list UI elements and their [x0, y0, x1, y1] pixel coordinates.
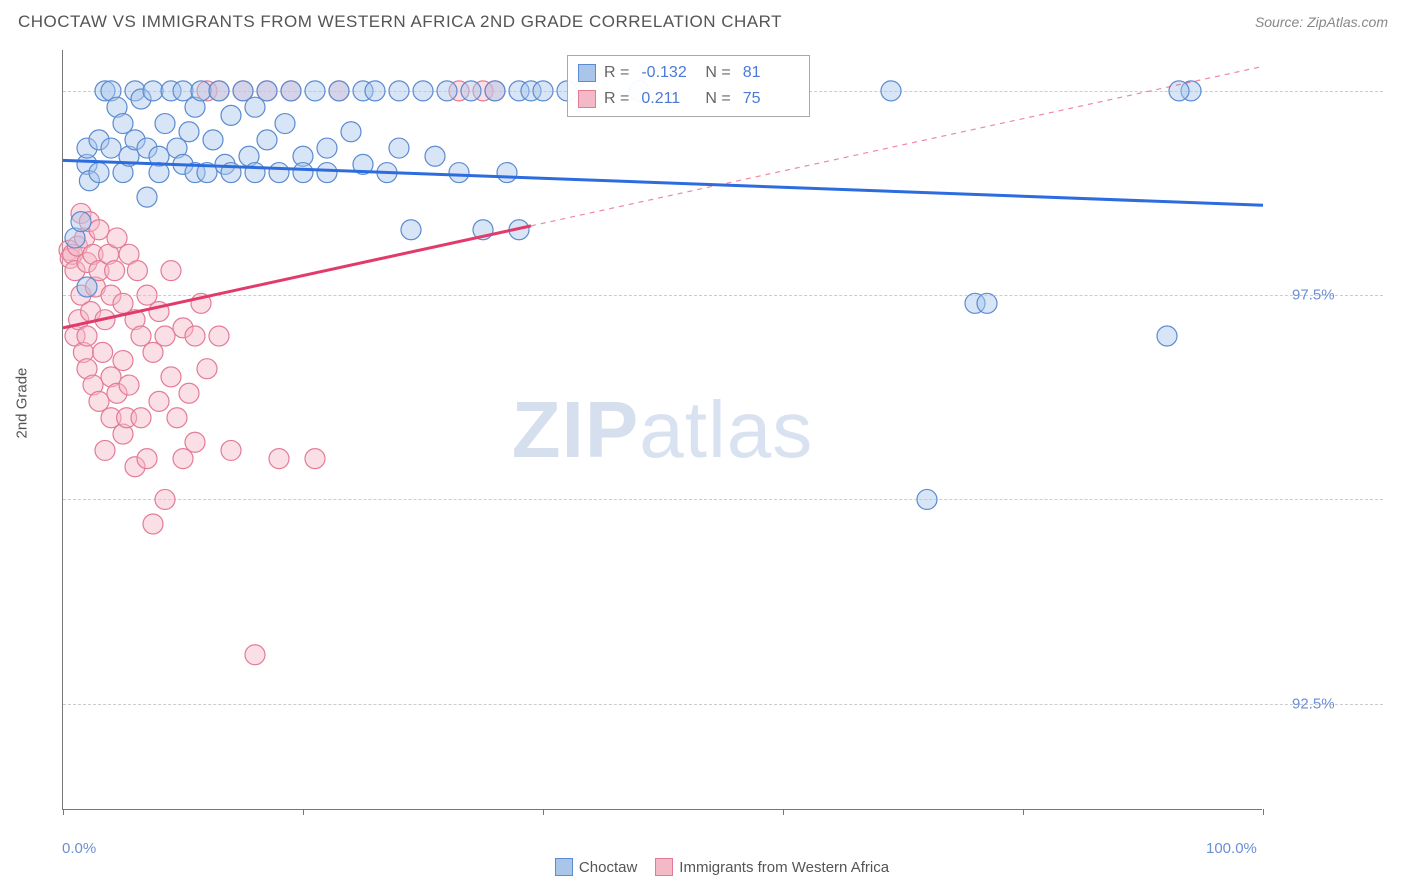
- data-point-b: [209, 326, 229, 346]
- data-point-a: [449, 163, 469, 183]
- x-tick-label: 0.0%: [62, 840, 96, 857]
- data-point-a: [221, 105, 241, 125]
- data-point-b: [155, 489, 175, 509]
- data-point-a: [155, 114, 175, 134]
- data-point-a: [257, 81, 277, 101]
- N-label: N =: [705, 90, 730, 108]
- data-point-a: [1157, 326, 1177, 346]
- data-point-b: [137, 449, 157, 469]
- N-label: N =: [705, 64, 730, 82]
- data-point-b: [185, 326, 205, 346]
- data-point-a: [281, 81, 301, 101]
- chart-title: CHOCTAW VS IMMIGRANTS FROM WESTERN AFRIC…: [18, 12, 782, 32]
- data-point-b: [197, 359, 217, 379]
- data-point-a: [497, 163, 517, 183]
- data-point-b: [89, 220, 109, 240]
- data-point-a: [413, 81, 433, 101]
- data-point-a: [89, 163, 109, 183]
- y-tick-label: 97.5%: [1292, 287, 1335, 304]
- R-label: R =: [604, 90, 629, 108]
- data-point-a: [293, 163, 313, 183]
- source-attribution: Source: ZipAtlas.com: [1255, 14, 1388, 30]
- data-point-a: [533, 81, 553, 101]
- y-axis-title: 2nd Grade: [14, 368, 31, 439]
- data-point-b: [269, 449, 289, 469]
- data-point-b: [119, 375, 139, 395]
- scatter-svg: [63, 50, 1263, 810]
- data-point-a: [245, 163, 265, 183]
- legend-swatch-a: [578, 64, 596, 82]
- bottom-legend-label-a: Choctaw: [579, 859, 637, 876]
- data-point-b: [167, 408, 187, 428]
- data-point-b: [149, 391, 169, 411]
- data-point-b: [245, 645, 265, 665]
- data-point-a: [401, 220, 421, 240]
- data-point-a: [203, 130, 223, 150]
- bottom-legend-swatch-a: [555, 858, 573, 876]
- x-tick: [1263, 809, 1264, 815]
- data-point-a: [257, 130, 277, 150]
- data-point-a: [305, 81, 325, 101]
- data-point-a: [101, 138, 121, 158]
- plot-area: ZIPatlas: [62, 50, 1262, 810]
- data-point-a: [425, 146, 445, 166]
- data-point-a: [1169, 81, 1189, 101]
- data-point-a: [317, 138, 337, 158]
- legend-swatch-b: [578, 90, 596, 108]
- data-point-a: [137, 187, 157, 207]
- data-point-a: [77, 277, 97, 297]
- R-label: R =: [604, 64, 629, 82]
- data-point-b: [161, 367, 181, 387]
- data-point-a: [389, 81, 409, 101]
- legend-stats-box: R = -0.132 N = 81 R = 0.211 N = 75: [567, 55, 810, 117]
- data-point-b: [143, 514, 163, 534]
- N-value-a: 81: [743, 64, 799, 82]
- data-point-b: [155, 326, 175, 346]
- trendline-solid-a: [63, 160, 1263, 205]
- data-point-a: [317, 163, 337, 183]
- data-point-a: [269, 163, 289, 183]
- bottom-legend-label-b: Immigrants from Western Africa: [679, 859, 889, 876]
- N-value-b: 75: [743, 90, 799, 108]
- data-point-a: [461, 81, 481, 101]
- data-point-b: [131, 408, 151, 428]
- bottom-legend: Choctaw Immigrants from Western Africa: [62, 858, 1382, 876]
- data-point-a: [209, 81, 229, 101]
- data-point-b: [93, 342, 113, 362]
- data-point-b: [179, 383, 199, 403]
- R-value-b: 0.211: [641, 90, 697, 108]
- data-point-a: [179, 122, 199, 142]
- data-point-a: [275, 114, 295, 134]
- data-point-a: [881, 81, 901, 101]
- bottom-legend-swatch-b: [655, 858, 673, 876]
- data-point-b: [305, 449, 325, 469]
- plot-wrap: ZIPatlas R = -0.132 N = 81 R = 0.211 N =…: [62, 50, 1382, 810]
- x-tick-label: 100.0%: [1206, 840, 1257, 857]
- data-point-a: [917, 489, 937, 509]
- data-point-b: [161, 261, 181, 281]
- R-value-a: -0.132: [641, 64, 697, 82]
- bottom-legend-item-a: Choctaw: [555, 858, 637, 876]
- y-tick-label: 92.5%: [1292, 695, 1335, 712]
- data-point-b: [113, 351, 133, 371]
- data-point-b: [77, 326, 97, 346]
- data-point-a: [485, 81, 505, 101]
- data-point-a: [977, 293, 997, 313]
- legend-stats-row-b: R = 0.211 N = 75: [578, 86, 799, 112]
- data-point-b: [185, 432, 205, 452]
- data-point-a: [365, 81, 385, 101]
- data-point-b: [95, 440, 115, 460]
- bottom-legend-item-b: Immigrants from Western Africa: [655, 858, 889, 876]
- data-point-a: [143, 81, 163, 101]
- data-point-a: [329, 81, 349, 101]
- legend-stats-row-a: R = -0.132 N = 81: [578, 60, 799, 86]
- data-point-b: [221, 440, 241, 460]
- data-point-a: [341, 122, 361, 142]
- data-point-b: [127, 261, 147, 281]
- data-point-a: [389, 138, 409, 158]
- data-point-a: [71, 212, 91, 232]
- data-point-a: [191, 81, 211, 101]
- data-point-b: [105, 261, 125, 281]
- data-point-a: [437, 81, 457, 101]
